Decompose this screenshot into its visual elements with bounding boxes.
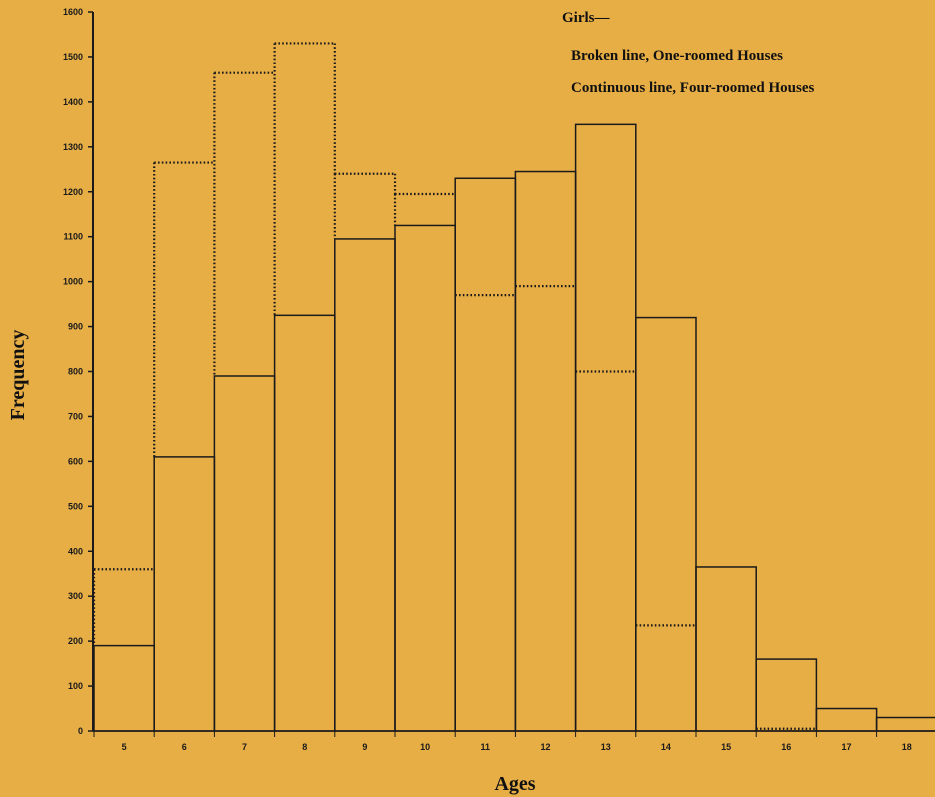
x-tick-label: 7 <box>242 742 247 752</box>
y-tick-label: 200 <box>68 636 83 646</box>
y-tick-label: 400 <box>68 546 83 556</box>
y-tick-label: 500 <box>68 501 83 511</box>
legend-heading: Girls— <box>562 10 610 26</box>
y-tick-label: 900 <box>68 322 83 332</box>
bar-four-roomed-age-6 <box>153 456 216 732</box>
y-tick-label: 1500 <box>63 52 83 62</box>
bar-four-roomed-age-8 <box>273 314 336 732</box>
x-axis-ticks: 5 6 7 8 9 10 11 12 13 14 15 16 17 18 <box>93 731 912 752</box>
bar-four-roomed-age-17 <box>815 707 878 732</box>
y-tick-label: 0 <box>78 726 83 736</box>
y-tick-label: 600 <box>68 456 83 466</box>
x-tick-label: 8 <box>302 742 307 752</box>
y-axis-ticks: 0 100 200 300 400 500 600 700 800 900 1000 1100 1200… <box>63 7 93 736</box>
x-tick-label: 14 <box>661 742 671 752</box>
x-tick-label: 15 <box>721 742 731 752</box>
bar-four-roomed-age-11 <box>454 177 517 732</box>
bar-four-roomed-age-9 <box>334 238 396 732</box>
legend-entry-four-roomed: Continuous line, Four-roomed Houses <box>571 80 815 96</box>
y-tick-label: 300 <box>68 591 83 601</box>
legend: Girls— Broken line, One-roomed Houses Co… <box>562 10 815 96</box>
bar-four-roomed-age-15 <box>695 566 757 732</box>
y-axis-title: Frequency <box>7 330 29 421</box>
x-tick-label: 9 <box>362 742 367 752</box>
x-tick-label: 5 <box>122 742 127 752</box>
x-tick-label: 13 <box>601 742 611 752</box>
bar-four-roomed-age-18 <box>875 716 935 732</box>
y-tick-label: 1400 <box>63 97 83 107</box>
bar-four-roomed-age-7 <box>213 375 276 732</box>
bar-four-roomed-age-5 <box>93 644 155 732</box>
series-four-roomed <box>93 123 935 732</box>
x-tick-label: 16 <box>781 742 791 752</box>
y-tick-label: 100 <box>68 681 83 691</box>
bar-four-roomed-age-16 <box>755 658 818 732</box>
axes <box>92 12 935 732</box>
bar-four-roomed-age-12 <box>514 170 577 732</box>
x-axis-title: Ages <box>494 773 535 795</box>
y-tick-label: 1600 <box>63 7 83 17</box>
bar-four-roomed-age-10 <box>394 224 456 732</box>
bar-four-roomed-age-14 <box>635 316 697 732</box>
x-tick-label: 6 <box>182 742 187 752</box>
bar-four-roomed-age-13 <box>574 123 637 732</box>
x-tick-label: 10 <box>420 742 430 752</box>
y-tick-label: 1100 <box>63 232 83 242</box>
series-one-roomed <box>92 42 817 730</box>
legend-entry-one-roomed: Broken line, One-roomed Houses <box>571 48 783 64</box>
y-tick-label: 1300 <box>63 142 83 152</box>
x-tick-label: 11 <box>481 742 491 752</box>
x-tick-label: 18 <box>902 742 912 752</box>
y-tick-label: 700 <box>68 411 83 421</box>
y-tick-label: 1200 <box>63 187 83 197</box>
x-tick-label: 17 <box>841 742 851 752</box>
y-tick-label: 800 <box>68 367 83 377</box>
x-tick-label: 12 <box>540 742 550 752</box>
y-tick-label: 1000 <box>63 277 83 287</box>
